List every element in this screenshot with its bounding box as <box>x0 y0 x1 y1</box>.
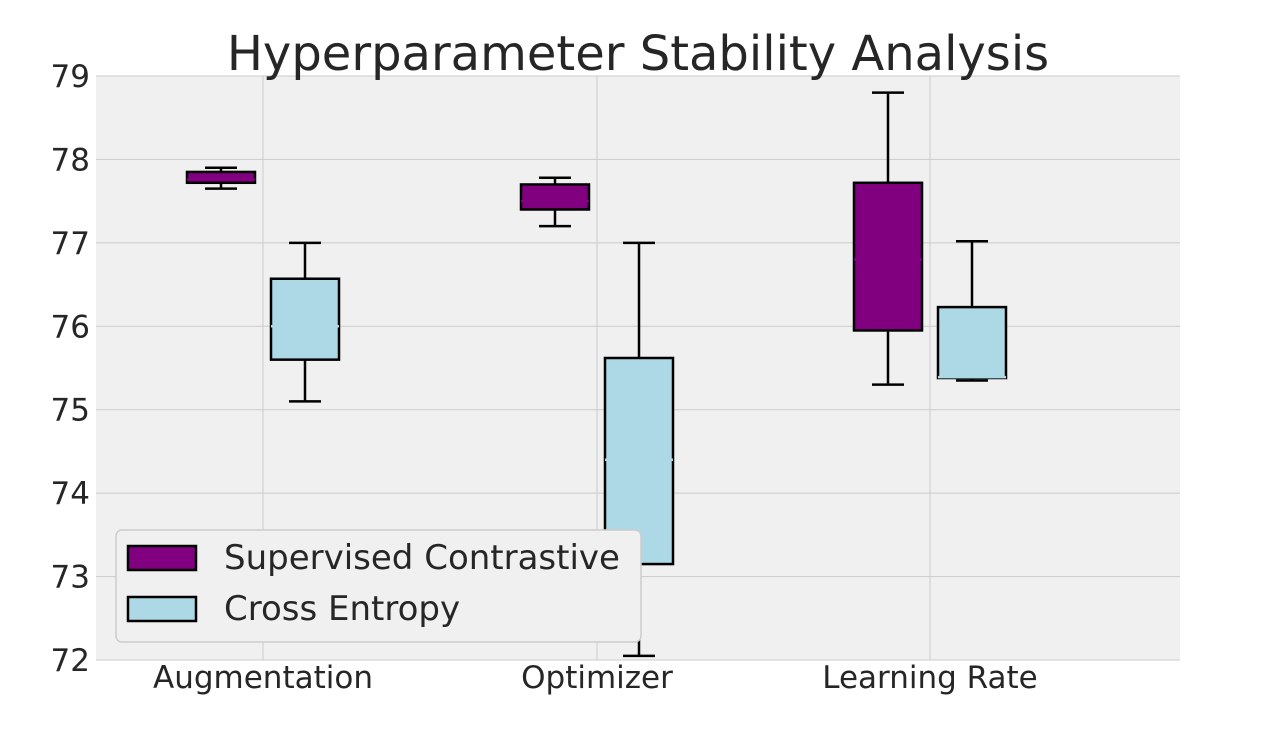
legend-swatch-cross-entropy <box>126 595 198 623</box>
y-tick-label: 72 <box>51 643 90 679</box>
y-tick-label: 77 <box>51 226 90 262</box>
box-supervised-contrastive-1 <box>519 176 591 228</box>
x-tick-label: Learning Rate <box>822 660 1038 696</box>
legend: Supervised Contrastive Cross Entropy <box>115 529 642 643</box>
box-body <box>519 183 591 211</box>
box-supervised-contrastive-2 <box>852 91 924 386</box>
box-body <box>269 277 341 361</box>
box-supervised-contrastive-0 <box>185 166 257 190</box>
y-tick-label: 78 <box>51 142 90 178</box>
x-tick-label: Optimizer <box>521 660 673 696</box>
y-axis-ticks: 72 73 74 75 76 77 78 79 <box>51 59 90 679</box>
legend-frame <box>115 529 642 643</box>
legend-label-supervised-contrastive: Supervised Contrastive <box>224 538 620 578</box>
x-tick-label: Augmentation <box>153 660 373 696</box>
box-body <box>936 305 1008 380</box>
y-tick-label: 76 <box>51 309 90 345</box>
legend-swatch-supervised-contrastive <box>126 544 198 572</box>
legend-label-cross-entropy: Cross Entropy <box>224 589 460 629</box>
y-tick-label: 79 <box>51 59 90 95</box>
box-cross-entropy-0 <box>269 241 341 403</box>
box-body <box>852 181 924 332</box>
box-body <box>185 170 257 185</box>
chart-title: Hyperparameter Stability Analysis <box>227 26 1049 82</box>
x-axis-ticks: Augmentation Optimizer Learning Rate <box>153 660 1038 696</box>
y-tick-label: 74 <box>51 476 90 512</box>
box-cross-entropy-2 <box>936 239 1008 382</box>
y-tick-label: 73 <box>51 560 90 596</box>
y-tick-label: 75 <box>51 393 90 429</box>
